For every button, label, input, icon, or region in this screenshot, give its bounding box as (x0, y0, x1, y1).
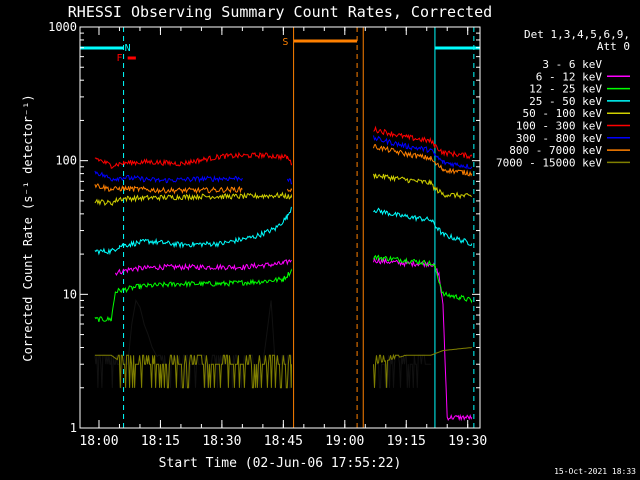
legend-label-3: 25 - 50 keV (529, 95, 602, 108)
series-line-7-seg-1 (286, 188, 292, 193)
x-tick-label: 19:15 (387, 434, 426, 449)
series-lines (94, 125, 473, 422)
x-tick-label: 18:00 (79, 434, 118, 449)
series-line-5-seg-1 (373, 125, 473, 160)
series-line-6-seg-0 (94, 170, 243, 184)
x-tick-label: 18:30 (202, 434, 241, 449)
legend-label-8: 7000 - 15000 keV (496, 156, 602, 169)
series-line-6-seg-1 (286, 178, 292, 185)
plot-frame (79, 26, 481, 429)
y-tick-label: 100 (55, 154, 77, 168)
x-tick-label: 19:30 (448, 434, 487, 449)
flag-bars: NF S (80, 37, 480, 64)
series-line-5-seg-0 (94, 151, 292, 169)
series-line-8-seg-0 (94, 354, 292, 389)
legend-label-1: 6 - 12 keV (536, 70, 603, 83)
chart-title: RHESSI Observing Summary Count Rates, Co… (68, 3, 492, 21)
series-line-7-seg-2 (373, 144, 473, 177)
series-line-7-seg-0 (94, 183, 243, 195)
legend-label-6: 300 - 800 keV (516, 132, 602, 145)
x-axis-label: Start Time (02-Jun-06 17:55:22) (159, 456, 402, 471)
y-axis-ticks: 1 10 100 1000 (48, 20, 480, 435)
flag-label-s: S (282, 37, 288, 48)
flag-label-f: F (116, 53, 122, 64)
series-line-2-seg-0 (94, 268, 292, 323)
y-tick-label: 10 (63, 287, 77, 301)
series-line-3-seg-0 (94, 206, 292, 256)
series-line-4-seg-0 (94, 191, 292, 207)
legend-label-5: 100 - 300 keV (516, 120, 602, 133)
legend-label-7: 800 - 7000 keV (509, 144, 602, 157)
legend-label-4: 50 - 100 keV (523, 107, 603, 120)
y-tick-label: 1000 (48, 20, 77, 34)
legend-label-0: 3 - 6 keV (542, 58, 602, 71)
legend-header-line-1: Det 1,3,4,5,6,9, (524, 28, 630, 41)
legend-header-line-2: Att 0 (597, 40, 630, 53)
x-tick-label: 18:45 (264, 434, 303, 449)
series-line-8-seg-1 (373, 347, 472, 388)
timestamp: 15-Oct-2021 18:33 (554, 467, 636, 476)
x-tick-label: 19:00 (325, 434, 364, 449)
series-line-4-seg-1 (373, 173, 472, 200)
series-line-3-seg-1 (373, 207, 473, 247)
series-line-2-seg-1 (373, 254, 473, 304)
y-axis-label: Corrected Count Rate (s⁻¹ detector⁻¹) (21, 94, 35, 361)
series-line-1-seg-0 (114, 259, 292, 276)
legend-label-2: 12 - 25 keV (529, 83, 602, 96)
flag-label-n: N (125, 43, 131, 54)
series-line-0-seg-1 (373, 354, 431, 389)
x-axis-ticks: 18:00 18:15 18:30 18:45 19:00 19:15 19:30 (79, 27, 487, 449)
x-tick-label: 18:15 (141, 434, 180, 449)
series-line-6-seg-2 (373, 135, 473, 170)
y-tick-label: 1 (70, 421, 77, 435)
